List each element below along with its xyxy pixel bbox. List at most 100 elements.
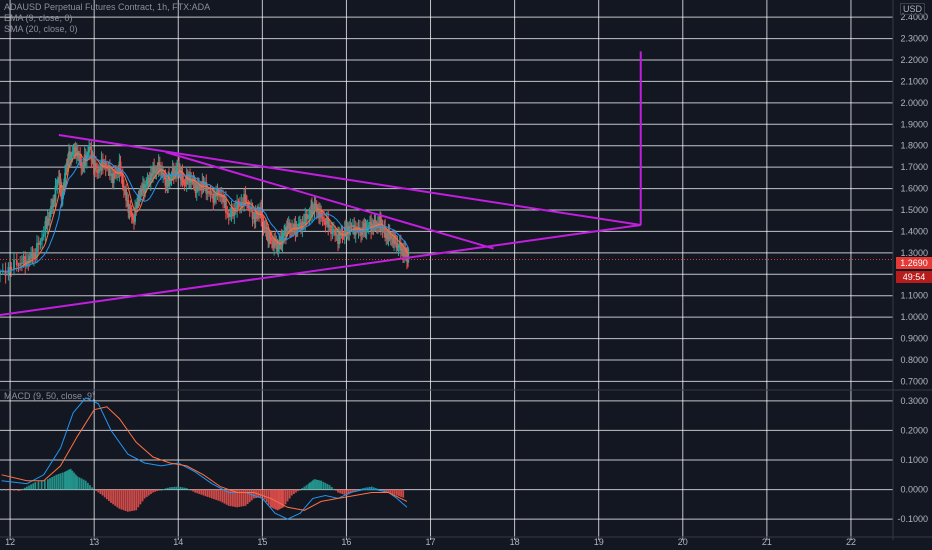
- histogram-bar: [301, 488, 304, 490]
- candle-body: [46, 218, 49, 227]
- histogram-bar: [315, 479, 318, 490]
- candle-body: [111, 173, 114, 184]
- candle-body: [116, 170, 119, 174]
- candle-body: [292, 227, 295, 230]
- candle-body: [77, 150, 79, 158]
- candle-body: [73, 147, 76, 152]
- candle-body: [156, 168, 159, 170]
- candle-body: [274, 238, 277, 246]
- y-tick-label: 1.0000: [900, 312, 928, 322]
- histogram-bar: [160, 489, 163, 491]
- candle-body: [366, 226, 369, 228]
- candle-body: [373, 220, 376, 228]
- histogram-bar: [259, 489, 262, 498]
- histogram-bar: [32, 483, 35, 490]
- sma-legend[interactable]: SMA (20, close, 0): [4, 24, 78, 34]
- candle-body: [268, 234, 270, 242]
- x-tick-label: 16: [341, 537, 351, 547]
- candle-body: [147, 178, 150, 180]
- histogram-bar: [9, 489, 11, 491]
- candle-body: [381, 226, 384, 231]
- candle-body: [369, 221, 371, 226]
- histogram-bar: [65, 471, 68, 490]
- candle-body: [149, 173, 152, 184]
- currency-label[interactable]: USD: [900, 3, 926, 15]
- candle-body: [314, 203, 317, 205]
- candle-body: [396, 242, 399, 249]
- histogram-bar: [120, 489, 123, 510]
- x-tick-label: 17: [426, 537, 436, 547]
- histogram-bar: [229, 489, 232, 507]
- histogram-bar: [370, 486, 373, 490]
- candle-body: [232, 208, 234, 217]
- histogram-bar: [261, 489, 264, 497]
- histogram-bar: [238, 489, 241, 507]
- candle-body: [295, 227, 298, 234]
- histogram-bar: [219, 489, 222, 502]
- histogram-bar: [101, 489, 104, 496]
- candle-body: [68, 151, 70, 161]
- candle-body: [10, 267, 13, 270]
- candle-body: [137, 198, 140, 201]
- histogram-bar: [99, 489, 102, 494]
- histogram-bar: [34, 482, 37, 490]
- histogram-bar: [255, 489, 257, 499]
- candle-body: [200, 187, 203, 190]
- y-tick-label: 1.4000: [900, 226, 928, 236]
- histogram-bar: [82, 479, 85, 490]
- symbol-legend[interactable]: ADAUSD Perpetual Futures Contract, 1h, F…: [4, 2, 211, 12]
- ema-legend[interactable]: EMA (9, close, 0): [4, 13, 73, 23]
- y-tick-label: 2.0000: [900, 98, 928, 108]
- candle-body: [140, 188, 143, 191]
- candle-body: [251, 207, 254, 219]
- candle-body: [39, 240, 42, 245]
- x-tick-label: 12: [5, 537, 15, 547]
- candle-body: [44, 221, 47, 234]
- y-tick-label: 1.7000: [900, 162, 928, 172]
- histogram-bar: [73, 472, 75, 490]
- candle-body: [174, 170, 176, 177]
- candle-body: [390, 237, 393, 240]
- candle-body: [104, 162, 107, 169]
- candle-body: [237, 201, 240, 204]
- histogram-bar: [154, 489, 157, 492]
- y-tick-label: 1.8000: [900, 141, 928, 151]
- y-tick-label: 2.3000: [900, 34, 928, 44]
- macd-tick-label: 0.3000: [900, 396, 928, 406]
- histogram-bar: [232, 489, 234, 507]
- histogram-bar: [339, 489, 342, 494]
- candle-body: [80, 161, 83, 169]
- histogram-bar: [332, 488, 335, 490]
- histogram-bar: [177, 486, 180, 490]
- histogram-bar: [26, 486, 28, 490]
- histogram-bar: [385, 489, 388, 492]
- histogram-bar: [206, 489, 209, 497]
- histogram-bar: [381, 489, 384, 491]
- candles: [0, 139, 410, 284]
- histogram-bar: [217, 489, 220, 501]
- histogram-bar: [328, 485, 331, 490]
- histogram-bar: [164, 488, 167, 490]
- candle-body: [342, 235, 345, 237]
- histogram-bar: [276, 489, 279, 511]
- histogram-bar: [51, 477, 54, 490]
- candle-body: [121, 175, 124, 187]
- candle-body: [41, 237, 43, 241]
- candle-body: [60, 188, 63, 201]
- candle-body: [19, 262, 22, 266]
- candle-body: [365, 227, 368, 233]
- candle-body: [178, 163, 181, 173]
- histogram-bar: [137, 489, 140, 508]
- histogram-bar: [341, 489, 344, 494]
- candle-body: [154, 172, 157, 174]
- candle-body: [394, 234, 397, 244]
- histogram-bar: [105, 489, 108, 500]
- candle-body: [305, 213, 308, 220]
- candle-body: [209, 191, 212, 195]
- candle-body: [378, 222, 380, 226]
- candle-body: [159, 169, 162, 172]
- candle-body: [112, 172, 115, 184]
- macd-legend[interactable]: MACD (9, 50, close, 9): [4, 391, 96, 401]
- histogram-bar: [116, 489, 119, 508]
